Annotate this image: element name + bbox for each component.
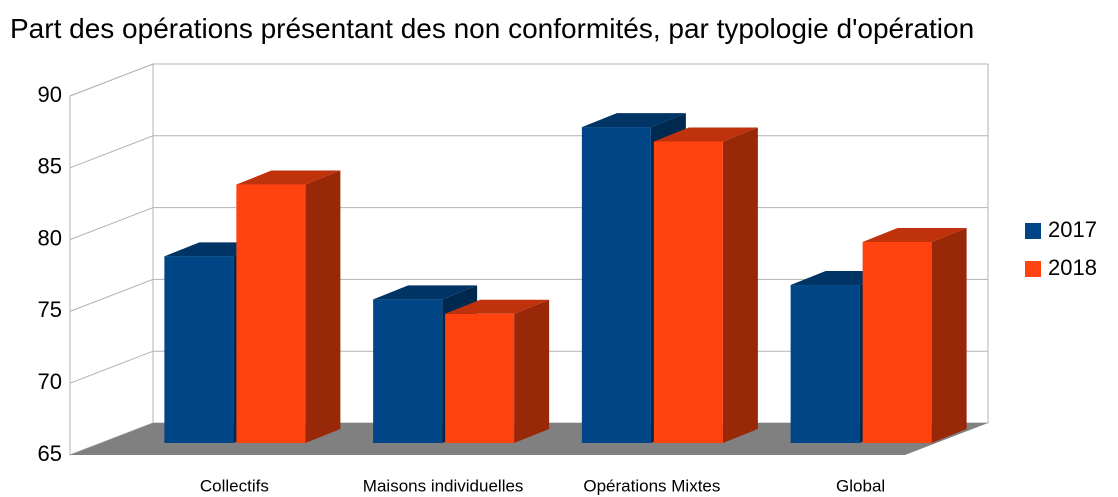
bar bbox=[653, 141, 723, 443]
y-tick-label: 75 bbox=[38, 297, 62, 322]
x-tick-label: Opérations Mixtes bbox=[583, 476, 720, 495]
y-tick-label: 85 bbox=[38, 154, 62, 179]
x-tick-label: Maisons individuelles bbox=[363, 476, 524, 495]
bar-side bbox=[931, 227, 967, 443]
legend-label: 2017 bbox=[1048, 217, 1097, 242]
bar-top bbox=[373, 285, 478, 300]
bar-top bbox=[236, 170, 341, 185]
bar-top bbox=[445, 299, 550, 314]
y-tick-label: 70 bbox=[38, 369, 62, 394]
bar-top bbox=[862, 227, 967, 242]
y-tick-label: 90 bbox=[38, 82, 62, 107]
bar bbox=[164, 256, 234, 443]
x-tick-label: Global bbox=[836, 476, 885, 495]
bar-top bbox=[653, 127, 758, 142]
bar-side bbox=[514, 299, 550, 443]
legend-swatch bbox=[1025, 261, 1041, 277]
bar bbox=[445, 313, 515, 443]
x-tick-label: Collectifs bbox=[200, 476, 269, 495]
bar bbox=[373, 299, 443, 443]
left-wall bbox=[69, 63, 154, 456]
bar bbox=[236, 184, 306, 443]
bar-side bbox=[722, 127, 758, 443]
y-tick-label: 65 bbox=[38, 441, 62, 466]
bar-top bbox=[581, 113, 686, 128]
legend-swatch bbox=[1025, 223, 1041, 239]
chart-title: Part des opérations présentant des non c… bbox=[10, 13, 975, 44]
grid-line bbox=[69, 63, 988, 97]
bar-side bbox=[305, 170, 341, 443]
y-tick-label: 80 bbox=[38, 225, 62, 250]
bar bbox=[862, 241, 932, 443]
bar bbox=[790, 285, 860, 443]
legend-label: 2018 bbox=[1048, 255, 1097, 280]
bar bbox=[581, 127, 651, 443]
